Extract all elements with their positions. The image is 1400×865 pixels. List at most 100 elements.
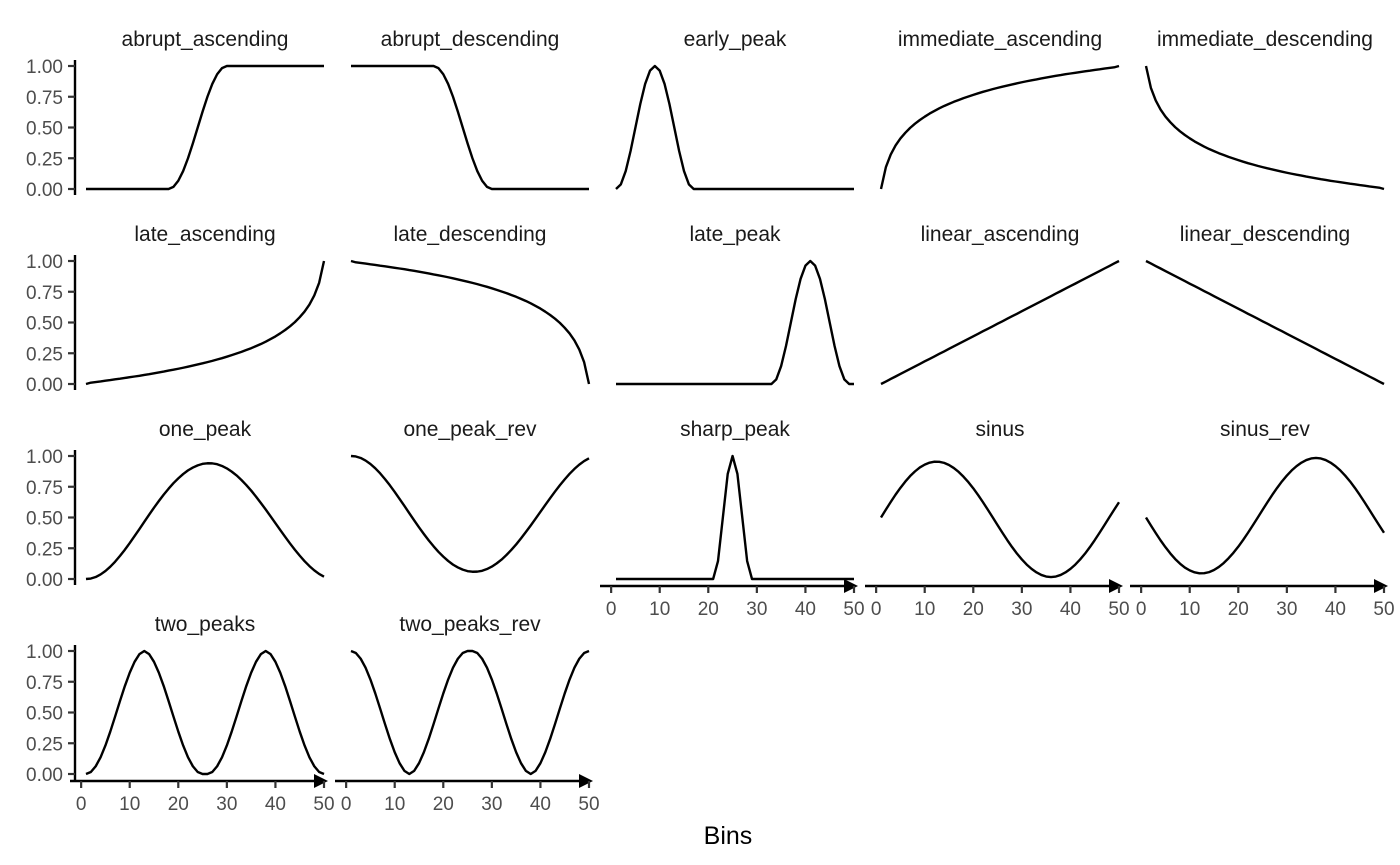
x-tick-label: 40 bbox=[795, 599, 816, 620]
y-tick-label: 1.00 bbox=[26, 252, 63, 273]
y-tick-label: 0.50 bbox=[26, 509, 63, 530]
y-tick-label: 1.00 bbox=[26, 642, 63, 663]
x-axis-arrow bbox=[314, 774, 328, 788]
series-line bbox=[85, 462, 325, 581]
facet-panel: sinus_rev 0 10 20 30 40 50 bbox=[1130, 418, 1395, 620]
x-axis-arrow bbox=[579, 774, 593, 788]
series-line bbox=[879, 460, 1121, 579]
x-tick-label: 10 bbox=[914, 599, 935, 620]
x-axis-title: Bins bbox=[704, 822, 753, 850]
panel-title: abrupt_ascending bbox=[122, 28, 289, 51]
facet-panel: late_descending bbox=[350, 223, 591, 385]
y-tick-label: 0.00 bbox=[26, 765, 63, 786]
x-tick-label: 30 bbox=[746, 599, 767, 620]
series-line bbox=[1144, 65, 1385, 191]
x-tick-label: 50 bbox=[313, 794, 334, 815]
x-tick-label: 50 bbox=[1373, 599, 1394, 620]
x-axis-arrow bbox=[1109, 579, 1123, 593]
x-tick-label: 30 bbox=[1011, 599, 1032, 620]
y-tick-label: 0.25 bbox=[26, 149, 63, 170]
x-tick-label: 30 bbox=[1276, 599, 1297, 620]
series-line bbox=[350, 259, 591, 385]
panel-title: immediate_descending bbox=[1157, 28, 1373, 51]
series-line bbox=[879, 64, 1120, 190]
panel-title: linear_descending bbox=[1180, 223, 1350, 246]
x-tick-label: 0 bbox=[1136, 599, 1147, 620]
x-tick-label: 0 bbox=[76, 794, 87, 815]
series-line bbox=[350, 649, 590, 776]
series-line bbox=[615, 64, 854, 191]
y-tick-label: 1.00 bbox=[26, 57, 63, 78]
x-tick-label: 40 bbox=[265, 794, 286, 815]
facet-panel: linear_descending bbox=[1145, 223, 1385, 386]
facet-panel: immediate_ascending bbox=[879, 28, 1120, 190]
x-tick-label: 40 bbox=[1060, 599, 1081, 620]
panel-title: two_peaks_rev bbox=[399, 613, 541, 636]
series-line bbox=[85, 649, 325, 776]
y-tick-label: 0.75 bbox=[26, 283, 63, 304]
series-line bbox=[880, 259, 1120, 386]
panel-title: early_peak bbox=[684, 28, 787, 51]
panel-title: sharp_peak bbox=[680, 418, 790, 441]
facet-panel: two_peaks_rev 0 10 20 30 40 50 bbox=[335, 613, 600, 815]
y-tick-label: 0.25 bbox=[26, 539, 63, 560]
facet-panel: one_peak 0.00 0.25 0.50 0.75 1.00 bbox=[26, 418, 325, 591]
panel-title: late_descending bbox=[394, 223, 547, 246]
x-tick-label: 20 bbox=[963, 599, 984, 620]
x-tick-label: 20 bbox=[698, 599, 719, 620]
facet-panel: late_ascending 0.00 0.25 0.50 0.75 1.00 bbox=[26, 223, 326, 396]
panel-title: two_peaks bbox=[155, 613, 255, 636]
y-tick-label: 0.00 bbox=[26, 570, 63, 591]
y-tick-label: 0.25 bbox=[26, 344, 63, 365]
x-axis-arrow bbox=[1374, 579, 1388, 593]
y-tick-label: 0.00 bbox=[26, 180, 63, 201]
panel-title: abrupt_descending bbox=[381, 28, 560, 51]
series-line bbox=[350, 454, 590, 573]
x-tick-label: 10 bbox=[649, 599, 670, 620]
x-tick-label: 40 bbox=[1325, 599, 1346, 620]
panel-title: late_ascending bbox=[134, 223, 275, 246]
y-tick-label: 0.50 bbox=[26, 119, 63, 140]
series-line bbox=[1145, 259, 1385, 386]
x-tick-label: 0 bbox=[606, 599, 617, 620]
x-tick-label: 20 bbox=[433, 794, 454, 815]
facet-panel: abrupt_ascending 0.00 0.25 0.50 0.75 1.00 bbox=[26, 28, 324, 201]
series-line bbox=[86, 64, 324, 191]
facet-panel: early_peak bbox=[615, 28, 854, 191]
panel-title: linear_ascending bbox=[921, 223, 1080, 246]
facet-panel: sharp_peak 0 10 20 30 40 50 bbox=[600, 418, 865, 620]
panel-title: late_peak bbox=[689, 223, 781, 246]
series-line bbox=[616, 259, 854, 386]
x-tick-label: 0 bbox=[341, 794, 352, 815]
y-tick-label: 0.75 bbox=[26, 673, 63, 694]
panel-title: sinus_rev bbox=[1220, 418, 1310, 441]
x-tick-label: 20 bbox=[168, 794, 189, 815]
panel-title: sinus bbox=[975, 418, 1024, 441]
facet-panel: one_peak_rev bbox=[350, 418, 590, 573]
x-tick-label: 20 bbox=[1228, 599, 1249, 620]
series-line bbox=[351, 64, 589, 191]
facet-panel: abrupt_descending bbox=[351, 28, 589, 191]
x-tick-label: 10 bbox=[119, 794, 140, 815]
y-tick-label: 0.75 bbox=[26, 478, 63, 499]
y-tick-label: 0.00 bbox=[26, 375, 63, 396]
x-tick-label: 30 bbox=[216, 794, 237, 815]
facet-panel: late_peak bbox=[616, 223, 854, 386]
facet-panels: abrupt_ascending 0.00 0.25 0.50 0.75 1.00 abru… bbox=[26, 28, 1395, 815]
x-tick-label: 0 bbox=[871, 599, 882, 620]
facet-panel: two_peaks 0.00 0.25 0.50 0.75 1.00 0 10 20 30 40 50 bbox=[26, 613, 335, 815]
facet-panel: linear_ascending bbox=[880, 223, 1120, 386]
y-tick-label: 1.00 bbox=[26, 447, 63, 468]
series-line bbox=[85, 260, 326, 386]
series-line bbox=[1144, 456, 1386, 575]
series-line bbox=[616, 454, 854, 581]
panel-title: one_peak bbox=[159, 418, 252, 441]
facet-panel: sinus 0 10 20 30 40 50 bbox=[865, 418, 1130, 620]
x-tick-label: 50 bbox=[1108, 599, 1129, 620]
x-tick-label: 50 bbox=[843, 599, 864, 620]
panel-title: immediate_ascending bbox=[898, 28, 1102, 51]
y-tick-label: 0.50 bbox=[26, 704, 63, 725]
x-tick-label: 50 bbox=[578, 794, 599, 815]
x-axis-arrow bbox=[844, 579, 858, 593]
y-tick-label: 0.50 bbox=[26, 314, 63, 335]
